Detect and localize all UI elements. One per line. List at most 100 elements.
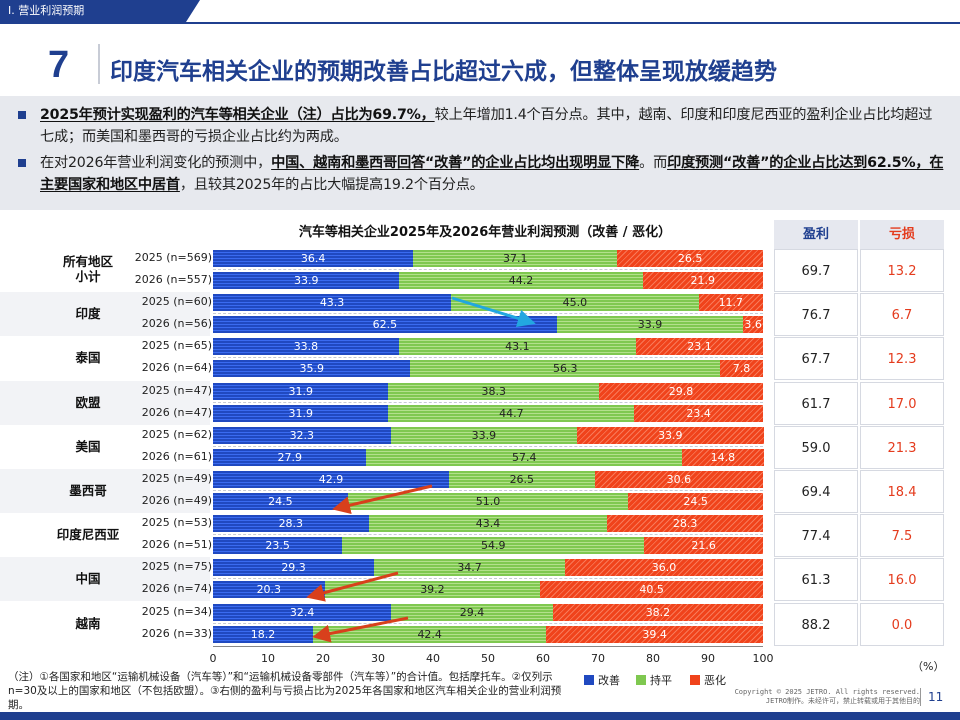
- bar-segment-改善: 29.3: [213, 559, 375, 577]
- bar-segment-持平: 42.4: [313, 625, 547, 643]
- page-number: 11: [928, 690, 944, 704]
- x-axis: [213, 646, 763, 647]
- bottom-bar: [0, 712, 960, 720]
- group-label: 美国: [75, 438, 101, 454]
- bar-segment-改善: 27.9: [213, 448, 367, 466]
- section-tab: Ⅰ. 营业利润预期: [0, 0, 200, 22]
- bar-segment-持平: 57.4: [366, 448, 683, 466]
- row-label: 2025 (n=34): [141, 604, 212, 618]
- row-label: 2026 (n=557): [134, 273, 212, 286]
- bar-segment-恶化: 23.1: [635, 338, 763, 356]
- bar-segment-改善: 62.5: [213, 316, 557, 334]
- x-tick-label: 60: [536, 652, 550, 665]
- group-background: [0, 292, 210, 337]
- group-label: 越南: [75, 615, 101, 631]
- x-tick-label: 30: [371, 652, 385, 665]
- group-label: 泰国: [75, 350, 101, 366]
- x-tick-label: 100: [752, 652, 774, 665]
- bar-segment-恶化: 11.7: [698, 294, 763, 312]
- bar-segment-持平: 43.1: [398, 338, 636, 356]
- row-separator: [213, 269, 763, 270]
- bar-segment-改善: 35.9: [213, 360, 411, 378]
- bar-segment-持平: 38.3: [388, 382, 600, 400]
- group-background: [0, 469, 210, 513]
- profit-value: 69.4: [774, 470, 858, 513]
- bullet1-bold: 2025年预计实现盈利的汽车等相关企业（注）占比为69.7%，: [40, 107, 435, 123]
- summary-box: 2025年预计实现盈利的汽车等相关企业（注）占比为69.7%，较上年增加1.4个…: [0, 96, 960, 210]
- bar-segment-改善: 31.9: [213, 404, 389, 422]
- bar-segment-改善: 24.5: [213, 493, 348, 510]
- bar-segment-改善: 36.4: [213, 250, 414, 267]
- row-label: 2025 (n=49): [141, 472, 212, 485]
- profit-value: 59.0: [774, 425, 858, 469]
- loss-value: 12.3: [860, 337, 944, 381]
- bar-segment-持平: 43.4: [368, 515, 608, 533]
- bullet2-end: ，且较其2025年的占比大幅提高19.2个百分点。: [179, 177, 484, 193]
- legend-swatch-flat: [636, 675, 646, 685]
- row-label: 2025 (n=569): [134, 251, 212, 264]
- group-label: 印度: [75, 306, 101, 322]
- row-separator: [213, 490, 763, 491]
- page-title: 印度汽车相关企业的预期改善占比超过六成，但整体呈现放缓趋势: [110, 59, 777, 85]
- row-separator: [213, 357, 763, 359]
- row-label: 2026 (n=33): [141, 626, 212, 640]
- legend-worse: 恶化: [690, 672, 726, 688]
- summary-bullet-2: 在对2026年营业利润变化的预测中，中国、越南和墨西哥回答“改善”的企业占比均出…: [18, 152, 946, 196]
- group-label: 欧盟: [75, 394, 101, 410]
- legend-label-flat: 持平: [650, 674, 672, 687]
- bar-segment-改善: 18.2: [213, 625, 314, 643]
- bar-segment-恶化: 23.4: [634, 404, 763, 422]
- bar-segment-恶化: 30.6: [594, 471, 763, 488]
- legend-swatch-worse: [690, 675, 700, 685]
- bar-segment-恶化: 39.4: [546, 625, 763, 643]
- bullet2-bold1: 中国、越南和墨西哥回答“改善”的企业占比均出现明显下降: [271, 155, 640, 171]
- bar-segment-持平: 56.3: [410, 360, 721, 378]
- copyright: Copyright © 2025 JETRO. All rights reser…: [734, 688, 920, 705]
- x-tick-label: 10: [261, 652, 275, 665]
- row-label: 2025 (n=53): [141, 516, 212, 530]
- x-tick-label: 70: [591, 652, 605, 665]
- legend-swatch-improve: [584, 675, 594, 685]
- bar-segment-恶化: 14.8: [682, 448, 764, 466]
- x-tick-label: 80: [646, 652, 660, 665]
- row-separator: [213, 622, 763, 624]
- profit-value: 61.7: [774, 381, 858, 425]
- row-label: 2026 (n=64): [141, 361, 212, 375]
- profit-value: 67.7: [774, 337, 858, 381]
- bar-segment-持平: 54.9: [342, 537, 645, 555]
- bar-segment-恶化: 28.3: [607, 515, 763, 533]
- loss-value: 13.2: [860, 249, 944, 292]
- bar-segment-改善: 28.3: [213, 515, 369, 533]
- slide-number: 7: [48, 44, 70, 86]
- loss-value: 0.0: [860, 602, 944, 646]
- row-label: 2025 (n=65): [141, 339, 212, 353]
- bar-segment-恶化: 26.5: [617, 250, 763, 267]
- bullet2-pre: 在对2026年营业利润变化的预测中，: [40, 155, 272, 171]
- bar-segment-恶化: 7.8: [720, 360, 763, 378]
- profit-value: 69.7: [774, 249, 858, 292]
- bar-segment-恶化: 38.2: [552, 603, 763, 621]
- title-divider: [98, 44, 100, 84]
- row-label: 2026 (n=61): [141, 449, 212, 463]
- row-separator: [213, 313, 763, 315]
- bar-segment-改善: 20.3: [213, 581, 325, 599]
- row-label: 2025 (n=47): [141, 383, 212, 397]
- row-label: 2025 (n=60): [141, 295, 212, 309]
- loss-header: 亏损: [860, 220, 944, 249]
- profit-value: 77.4: [774, 514, 858, 558]
- bullet1-rest: 较上年增加1.4个百分点。其中，越南、印度和印度尼西亚的盈利企业占比均超过七成；…: [40, 107, 933, 145]
- bar-segment-改善: 42.9: [213, 471, 449, 488]
- bar-segment-恶化: 40.5: [540, 581, 763, 599]
- footnote: （注）①各国家和地区“运输机械设备（汽车等）”和“运输机械设备零部件（汽车等）”…: [8, 671, 562, 711]
- unit-label: （%）: [912, 660, 945, 673]
- bar-segment-持平: 33.9: [556, 316, 744, 334]
- bar-segment-改善: 33.8: [213, 338, 399, 356]
- bar-segment-持平: 44.7: [388, 404, 635, 422]
- x-tick-label: 20: [316, 652, 330, 665]
- legend-label-improve: 改善: [598, 674, 620, 687]
- chart-title: 汽车等相关企业2025年及2026年营业利润预测（改善 / 恶化）: [298, 225, 672, 240]
- profit-value: 88.2: [774, 602, 858, 646]
- row-label: 2026 (n=56): [141, 317, 212, 331]
- x-tick-label: 40: [426, 652, 440, 665]
- bar-segment-持平: 26.5: [448, 471, 595, 488]
